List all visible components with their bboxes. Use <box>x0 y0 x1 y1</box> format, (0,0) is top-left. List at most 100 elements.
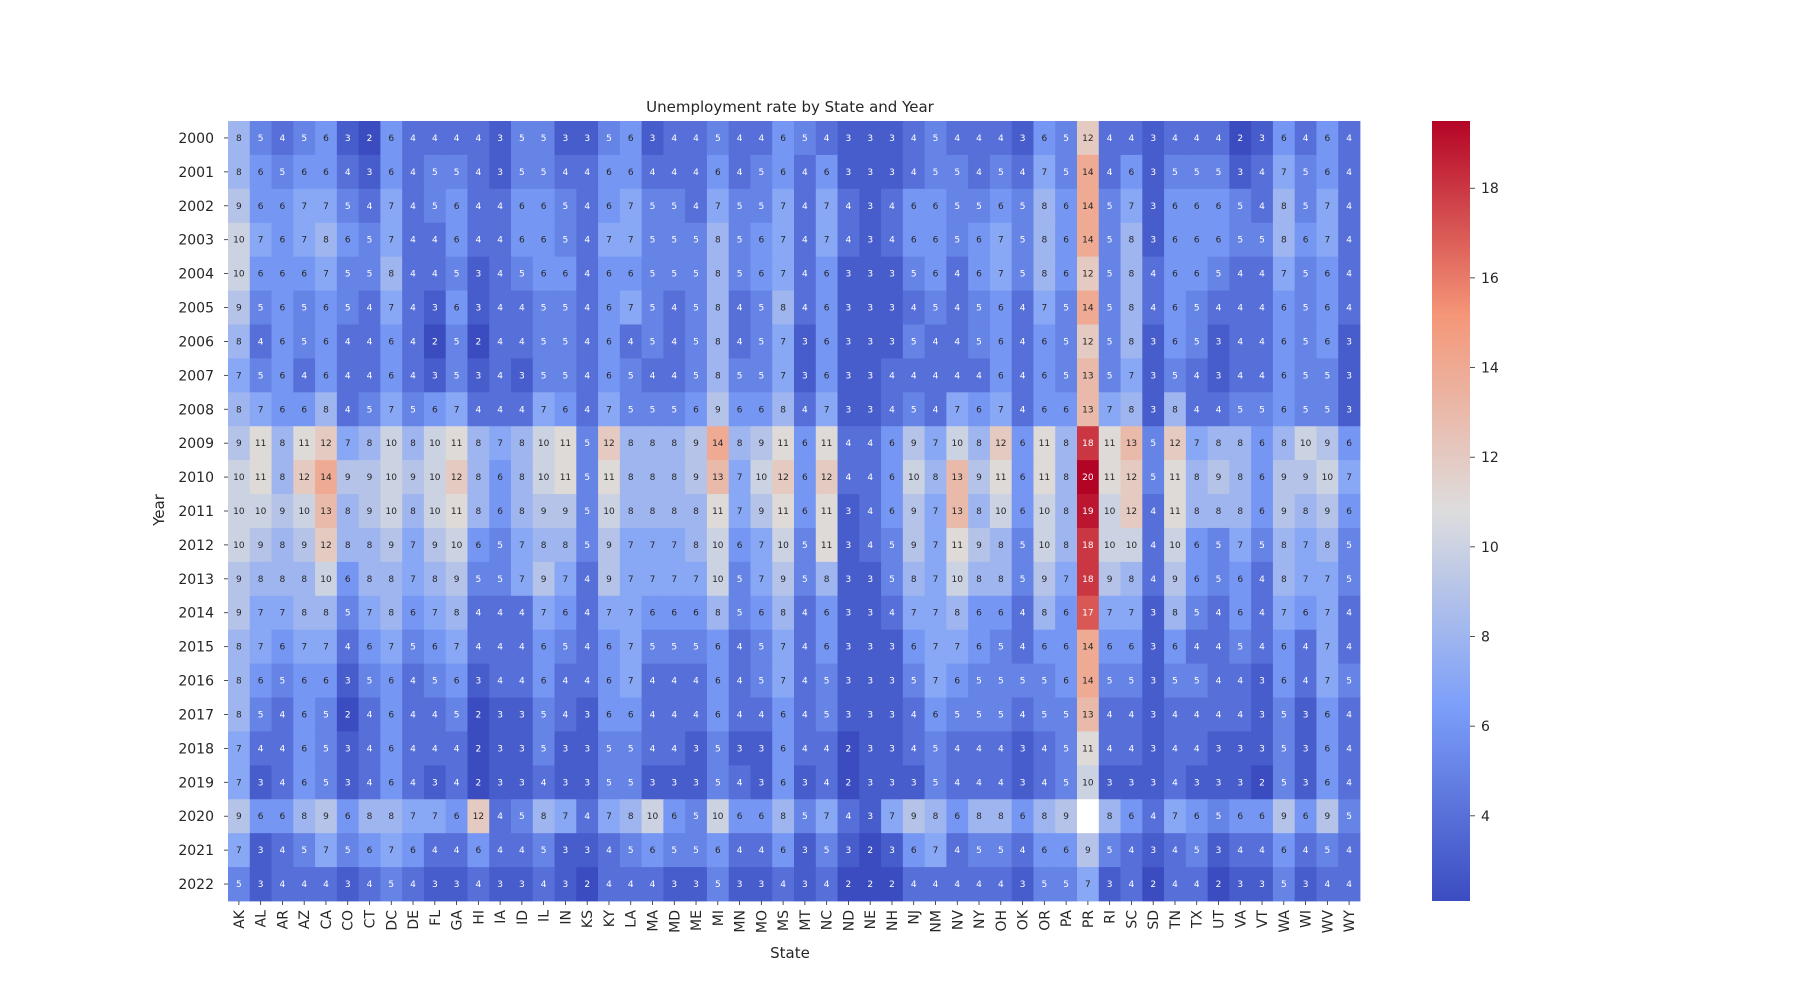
cell-value-label: 4 <box>1020 710 1026 720</box>
heatmap-cell <box>772 765 795 800</box>
cell-value-label: 20 <box>1082 473 1094 483</box>
heatmap-cell <box>619 731 643 766</box>
cell-value-label: 6 <box>737 405 743 415</box>
cell-value-label: 6 <box>345 812 351 822</box>
heatmap-cell <box>881 392 904 427</box>
heatmap-cell <box>489 765 512 800</box>
heatmap-cell <box>576 799 599 834</box>
cell-value-label: 5 <box>671 846 677 856</box>
heatmap-cell <box>511 867 534 902</box>
heatmap-cell <box>1251 290 1274 325</box>
heatmap-cell <box>706 731 730 766</box>
heatmap-cell <box>249 731 272 766</box>
cell-value-label: 4 <box>650 168 656 178</box>
heatmap-cell <box>489 799 512 834</box>
cell-value-label: 6 <box>258 168 264 178</box>
heatmap-cell <box>794 799 817 834</box>
cell-value-label: 4 <box>497 609 503 619</box>
heatmap-cell <box>1229 561 1252 597</box>
heatmap-cell <box>728 290 751 325</box>
heatmap-cell <box>968 324 991 359</box>
cell-value-label: 7 <box>933 507 939 517</box>
cell-value-label: 6 <box>280 236 286 246</box>
heatmap-cell <box>554 867 577 902</box>
cell-value-label: 3 <box>889 846 895 856</box>
cell-value-label: 4 <box>1259 270 1265 280</box>
heatmap-cell <box>1316 392 1339 427</box>
heatmap-cell <box>445 765 468 800</box>
cell-value-label: 4 <box>1216 405 1222 415</box>
colorbar-tick-label: 14 <box>1481 361 1499 377</box>
cell-value-label: 7 <box>758 541 764 551</box>
cell-value-label: 9 <box>1107 575 1113 585</box>
cell-value-label: 4 <box>998 744 1004 754</box>
heatmap-cell <box>750 392 773 427</box>
cell-value-label: 4 <box>454 134 460 144</box>
cell-value-label: 5 <box>911 337 917 347</box>
cell-value-label: 4 <box>1020 304 1026 314</box>
cell-value-label: 7 <box>824 405 830 415</box>
heatmap-cell <box>1251 460 1274 495</box>
heatmap-cell <box>1011 121 1034 156</box>
heatmap-cell <box>598 765 621 800</box>
cell-value-label: 8 <box>519 507 525 517</box>
heatmap-cell <box>881 663 904 698</box>
heatmap-cell <box>423 460 447 495</box>
heatmap-cell <box>924 494 947 529</box>
heatmap-cell <box>423 324 447 359</box>
cell-value-label: 7 <box>824 202 830 212</box>
cell-value-label: 6 <box>563 609 569 619</box>
cell-value-label: 9 <box>541 575 547 585</box>
heatmap-cell <box>293 799 316 834</box>
heatmap-cell <box>1033 392 1056 427</box>
y-tick-label: 2022 <box>178 877 214 893</box>
colorbar-tick-label: 4 <box>1481 809 1490 825</box>
cell-value-label: 5 <box>911 677 917 687</box>
cell-value-label: 8 <box>236 710 242 720</box>
cell-value-label: 3 <box>563 134 569 144</box>
cell-value-label: 5 <box>519 812 525 822</box>
heatmap-cell <box>794 121 817 156</box>
cell-value-label: 4 <box>519 677 525 687</box>
cell-value-label: 4 <box>1303 846 1309 856</box>
heatmap-cell <box>641 833 664 868</box>
heatmap-cell <box>794 833 817 868</box>
cell-value-label: 3 <box>432 304 438 314</box>
cell-value-label: 11 <box>995 473 1006 483</box>
cell-value-label: 6 <box>780 134 786 144</box>
cell-value-label: 4 <box>650 677 656 687</box>
cell-value-label: 3 <box>867 575 873 585</box>
cell-value-label: 8 <box>1281 575 1287 585</box>
heatmap-cell <box>750 629 773 665</box>
heatmap-cell <box>228 324 251 359</box>
cell-value-label: 3 <box>497 880 503 890</box>
cell-value-label: 7 <box>541 609 547 619</box>
heatmap-cell <box>336 663 360 698</box>
cell-value-label: 9 <box>715 405 721 415</box>
heatmap-cell <box>989 697 1013 732</box>
heatmap-cell <box>293 697 316 732</box>
heatmap-cell <box>1077 527 1100 563</box>
heatmap-cell <box>946 833 969 868</box>
cell-value-label: 8 <box>976 439 982 449</box>
cell-value-label: 7 <box>1085 880 1091 890</box>
heatmap-cell <box>1251 392 1274 427</box>
heatmap-cell <box>489 731 512 766</box>
heatmap-cell <box>968 765 991 800</box>
cell-value-label: 7 <box>410 812 416 822</box>
heatmap-cell <box>402 222 425 258</box>
cell-value-label: 8 <box>1281 541 1287 551</box>
cell-value-label: 6 <box>1324 270 1330 280</box>
heatmap-cell <box>598 595 621 631</box>
heatmap-cell <box>1251 799 1274 834</box>
heatmap-cell <box>641 867 664 902</box>
cell-value-label: 2 <box>1237 134 1243 144</box>
cell-value-label: 10 <box>538 473 550 483</box>
heatmap-cell <box>1316 290 1339 325</box>
heatmap-cell <box>358 697 381 732</box>
heatmap-cell <box>946 222 969 258</box>
heatmap-cell <box>423 154 447 190</box>
cell-value-label: 4 <box>671 337 677 347</box>
y-tick-label: 2001 <box>178 165 214 181</box>
heatmap-cell <box>576 358 599 393</box>
